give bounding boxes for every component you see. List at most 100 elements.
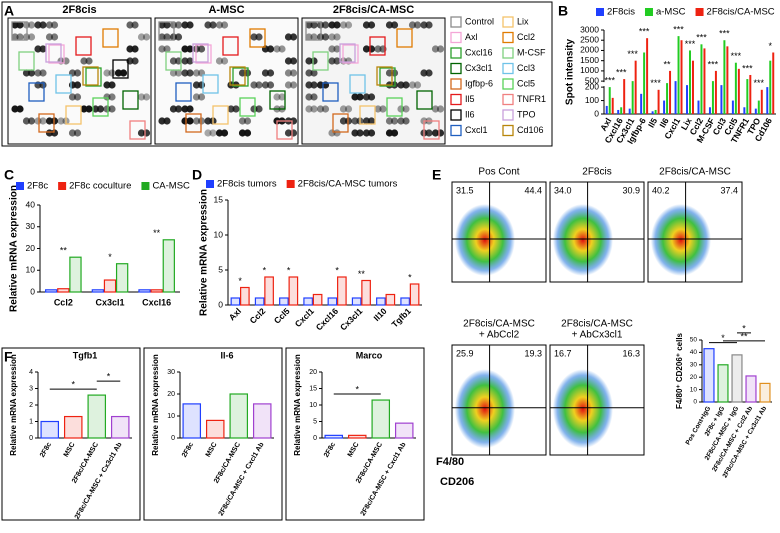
spot	[261, 81, 270, 89]
quadrant-value: 44.4	[524, 185, 542, 195]
spot	[11, 21, 19, 29]
blot-title: 2F8cis	[62, 4, 96, 16]
legend-label: M-CSF	[517, 47, 546, 57]
bar	[347, 434, 367, 439]
spot	[310, 57, 318, 65]
bar	[103, 279, 117, 293]
y-tick-label: 30	[690, 362, 698, 369]
spot	[108, 105, 116, 113]
spot	[289, 69, 298, 77]
spot	[436, 129, 445, 137]
significance: ***	[754, 78, 765, 88]
spot	[45, 21, 54, 29]
spot	[192, 69, 201, 77]
spot	[174, 21, 183, 29]
bar	[745, 375, 757, 403]
spot	[431, 129, 440, 137]
panel-label: D	[192, 167, 202, 183]
spot	[339, 21, 348, 29]
spot	[408, 81, 417, 89]
spot	[425, 69, 433, 77]
spot	[284, 33, 293, 41]
spot	[316, 105, 325, 113]
x-tick-label: Ccl2	[54, 297, 73, 307]
spot	[379, 105, 387, 113]
spot	[305, 69, 313, 77]
y-tick-label: 2	[29, 402, 33, 409]
bar	[394, 422, 414, 439]
chart-title: Il-6	[220, 350, 233, 360]
spot	[289, 129, 298, 137]
spot	[220, 57, 229, 65]
spot	[284, 69, 293, 77]
y-tick-label: 40	[690, 349, 698, 356]
bar	[731, 100, 734, 114]
spot	[186, 105, 194, 113]
spot-box	[122, 90, 139, 110]
spot	[305, 21, 313, 29]
y-tick-label: 5	[218, 264, 223, 274]
spot	[273, 93, 281, 101]
spot	[131, 45, 139, 53]
bar	[746, 79, 749, 114]
y-tick-label: 15	[214, 194, 224, 204]
spot	[278, 45, 286, 53]
spot-box	[379, 67, 396, 87]
spot	[169, 57, 178, 65]
spot	[68, 93, 77, 101]
spot-box	[185, 113, 202, 133]
legend-label: 2F8cis/CA-MSC	[707, 7, 775, 18]
y-axis-label: Relative mRNA expression	[9, 354, 18, 456]
bar	[623, 79, 626, 114]
bar	[57, 288, 70, 293]
bar	[754, 108, 757, 114]
spot	[333, 129, 341, 137]
spot	[131, 21, 139, 29]
spot	[103, 105, 111, 113]
spot	[16, 105, 24, 113]
bar	[711, 81, 714, 114]
spot-box	[48, 44, 65, 64]
spot	[181, 45, 189, 53]
bar	[726, 46, 729, 114]
spot	[328, 57, 336, 65]
legend-swatch	[502, 47, 514, 59]
spot	[390, 129, 399, 137]
legend-label: Ccl3	[517, 63, 535, 73]
significance: ***	[616, 67, 627, 77]
spot	[397, 81, 405, 89]
spot	[284, 81, 293, 89]
spot	[215, 129, 224, 137]
spot	[186, 21, 194, 29]
bar	[229, 393, 249, 439]
flow-title: 2F8cis/CA-MSC	[463, 319, 535, 330]
y-tick-label: 2000	[580, 45, 599, 55]
legend-label: Cx3cl1	[465, 63, 493, 73]
flow-density	[552, 369, 613, 449]
spot	[328, 129, 336, 137]
spot	[39, 117, 47, 125]
spot	[174, 33, 183, 41]
spot	[305, 105, 313, 113]
flow-title: 2F8cis	[582, 167, 611, 178]
spot	[390, 21, 399, 29]
spot	[91, 105, 100, 113]
spot-box	[339, 43, 356, 63]
spot	[266, 45, 275, 53]
spot-box	[28, 82, 45, 102]
x-tick-label: Il5	[646, 116, 660, 129]
bar	[337, 276, 347, 306]
bar	[385, 293, 396, 306]
spot	[163, 33, 171, 41]
legend-label: CA-MSC	[152, 181, 190, 192]
flow-density	[650, 204, 711, 276]
spot	[181, 117, 189, 125]
y-axis-label: F4/80⁺ CD206⁺ cells	[675, 332, 684, 409]
quadrant-value: 16.7	[554, 348, 572, 358]
quadrant-value: 37.4	[720, 185, 738, 195]
y-tick-label: 200	[585, 81, 599, 91]
y-tick-label: 40	[26, 199, 36, 209]
spot	[22, 69, 31, 77]
bar	[617, 109, 620, 114]
